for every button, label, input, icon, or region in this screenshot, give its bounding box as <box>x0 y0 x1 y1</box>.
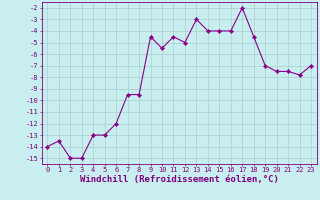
X-axis label: Windchill (Refroidissement éolien,°C): Windchill (Refroidissement éolien,°C) <box>80 175 279 184</box>
